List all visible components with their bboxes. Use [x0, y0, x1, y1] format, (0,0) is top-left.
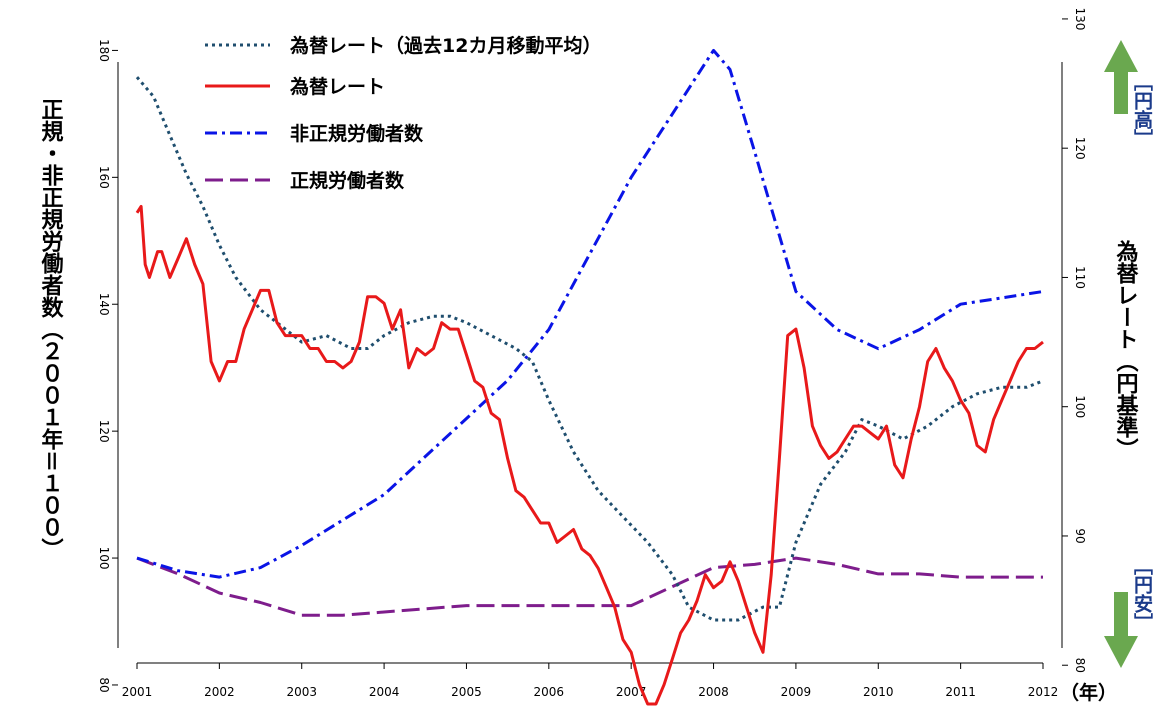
- series-line-1: [135, 204, 1044, 706]
- legend-label-ma: 為替レート（過去12カ月移動平均）: [290, 34, 601, 57]
- x-tick-label: 2005: [451, 685, 482, 699]
- yen-up-label: ［円高］: [1131, 72, 1153, 148]
- x-tick-label: 2003: [286, 685, 317, 699]
- left-tick-label: 160: [97, 166, 111, 189]
- yen-down-indicator: ［円安］: [1104, 556, 1153, 668]
- left-tick-label: 100: [97, 547, 111, 570]
- left-ticks: 80 100 120 140 160 180: [97, 39, 118, 693]
- legend-label-nonregular: 非正規労働者数: [290, 122, 424, 145]
- x-ticks: 2001 2002 2003 2004 2005 2006 2007 2008 2009 2010…: [122, 663, 1059, 699]
- series-line-3: [136, 556, 1043, 617]
- x-tick-label: 2007: [616, 685, 647, 699]
- x-tick-label: 2001: [122, 685, 153, 699]
- right-tick-label: 80: [1073, 658, 1087, 673]
- legend-label-fx: 為替レート: [290, 75, 385, 98]
- x-tick-label: 2002: [204, 685, 235, 699]
- yen-up-indicator: ［円高］: [1104, 40, 1153, 148]
- right-axis-title: 為替レート（円基準）: [1113, 239, 1139, 460]
- series-line-2: [136, 48, 1044, 579]
- down-arrow-icon: [1104, 592, 1138, 668]
- legend-label-regular: 正規労働者数: [290, 169, 405, 192]
- x-tick-label: 2011: [945, 685, 976, 699]
- right-tick-label: 90: [1073, 528, 1087, 543]
- x-axis-unit: （年）: [1060, 681, 1117, 704]
- yen-down-label: ［円安］: [1131, 556, 1153, 632]
- x-tick-label: 2009: [781, 685, 812, 699]
- series-layer: [135, 48, 1044, 706]
- right-tick-label: 120: [1073, 137, 1087, 160]
- left-tick-label: 180: [97, 39, 111, 62]
- left-tick-label: 120: [97, 420, 111, 443]
- x-tick-label: 2006: [534, 685, 565, 699]
- right-tick-label: 130: [1073, 7, 1087, 30]
- axes: [117, 62, 1063, 664]
- x-tick-label: 2008: [698, 685, 729, 699]
- left-tick-label: 80: [97, 677, 111, 692]
- legend: 為替レート（過去12カ月移動平均） 為替レート 非正規労働者数 正規労働者数: [205, 34, 601, 192]
- x-tick-label: 2010: [863, 685, 894, 699]
- up-arrow-icon: [1104, 40, 1138, 114]
- series-line-0: [135, 76, 1044, 622]
- x-tick-label: 2012: [1028, 685, 1059, 699]
- left-axis-title: 正規・非正規労働者数（２００１年＝１００）: [38, 98, 65, 560]
- left-tick-label: 140: [97, 293, 111, 316]
- right-ticks: 80 90 100 110 120 130: [1062, 7, 1087, 673]
- x-tick-label: 2004: [369, 685, 400, 699]
- right-tick-label: 100: [1073, 395, 1087, 418]
- right-tick-label: 110: [1073, 266, 1087, 289]
